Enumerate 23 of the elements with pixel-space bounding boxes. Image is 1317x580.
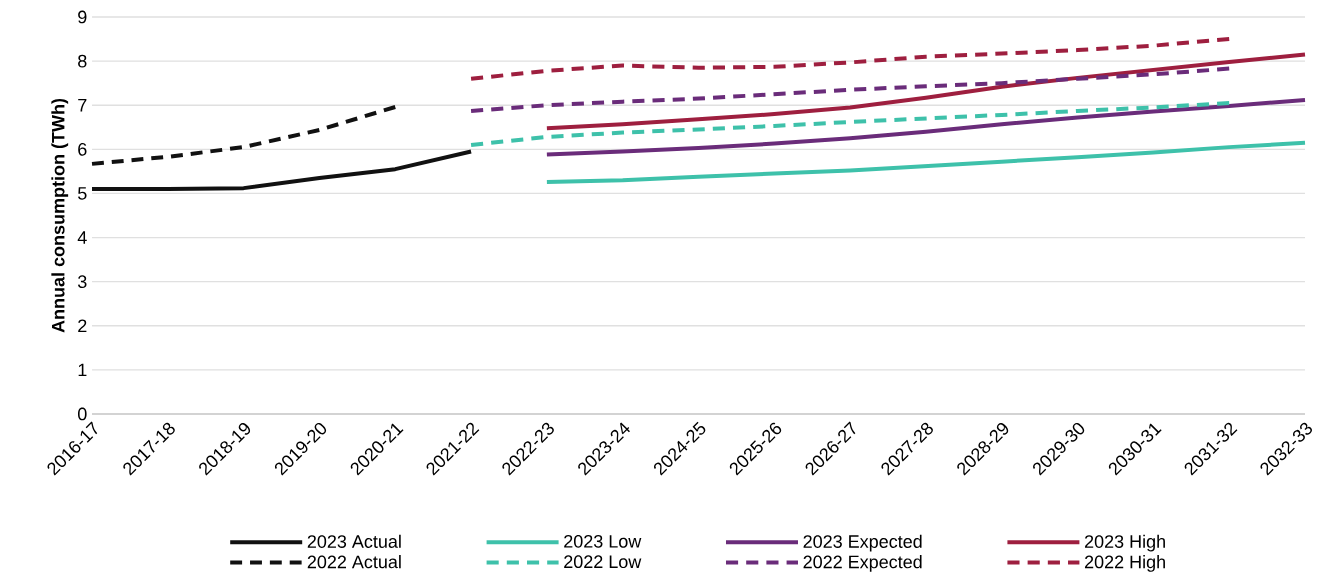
y-tick-label: 3: [77, 275, 87, 289]
y-tick-label: 2: [78, 319, 87, 333]
y-tick-label: 7: [78, 99, 87, 112]
y-tick-label: 0: [78, 407, 87, 421]
y-tick-label: 4: [77, 231, 87, 244]
y-tick-label: 1: [78, 363, 87, 377]
line-series: [544, 97, 1308, 157]
legend-label: 2022 Actual: [307, 555, 401, 569]
legend-label: 2023 Actual: [307, 534, 401, 548]
y-tick-label: 5: [78, 187, 87, 200]
legend-label: 2023 Low: [564, 534, 642, 548]
legend-label: 2022 Low: [564, 555, 642, 569]
legend-label: 2022 Expected: [803, 555, 922, 572]
y-tick-label: 8: [78, 54, 87, 68]
legend-label: 2023 High: [1084, 534, 1165, 552]
legend-label: 2023 Expected: [803, 534, 922, 552]
line-series: [90, 149, 474, 192]
legend-label: 2022 High: [1084, 555, 1165, 572]
y-tick-label: 6: [78, 142, 87, 156]
y-axis-title: Annual consumption (TWh): [51, 98, 69, 333]
y-tick-label: 9: [78, 10, 87, 24]
line-series: [90, 104, 398, 166]
line-series: [469, 37, 1232, 81]
